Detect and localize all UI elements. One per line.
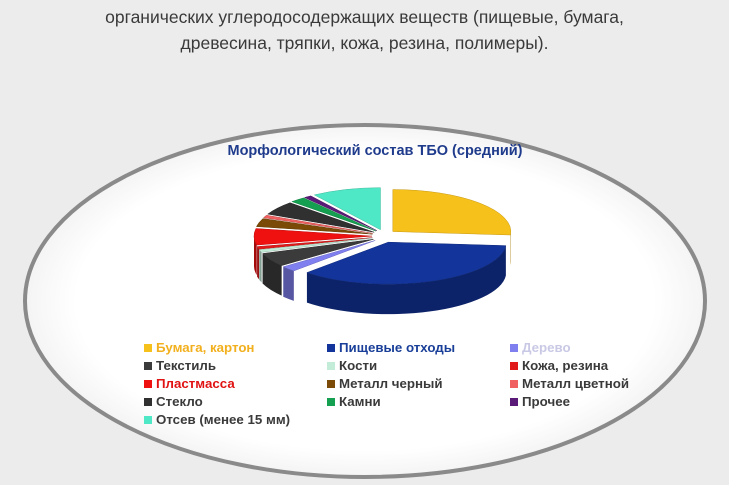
pie-slice xyxy=(258,237,373,253)
legend-label: Прочее xyxy=(522,394,570,409)
legend-item: Дерево xyxy=(510,339,650,356)
legend-label: Стекло xyxy=(156,394,203,409)
pie-slice-side xyxy=(306,245,506,315)
legend-item: Стекло xyxy=(144,393,327,410)
legend-label: Пищевые отходы xyxy=(339,340,456,355)
legend-label: Кожа, резина xyxy=(522,358,609,373)
legend-item: Металл цветной xyxy=(510,375,650,392)
pie-slice-side xyxy=(254,236,257,276)
intro-text: органических углеродосодержащих веществ … xyxy=(0,4,729,56)
legend-item: Пластмасса xyxy=(144,375,327,392)
legend-label: Текстиль xyxy=(156,358,217,373)
pie-slice-side xyxy=(283,266,294,301)
legend-swatch xyxy=(327,379,335,388)
legend-label: Металл черный xyxy=(339,376,443,391)
legend-label: Камни xyxy=(339,394,381,409)
legend-label: Отсев (менее 15 мм) xyxy=(156,412,291,427)
legend-swatch xyxy=(144,397,152,406)
legend-swatch xyxy=(510,361,518,370)
legend-swatch xyxy=(327,397,335,406)
legend-item: Пищевые отходы xyxy=(327,339,510,356)
pie-slice xyxy=(262,238,374,266)
legend-swatch xyxy=(144,343,152,352)
pie-slice xyxy=(262,214,374,234)
legend-label: Металл цветной xyxy=(522,376,630,391)
legend-swatch xyxy=(510,343,518,352)
legend-item: Камни xyxy=(327,393,510,410)
pie-slice xyxy=(313,187,381,231)
pie-slice xyxy=(303,195,378,231)
legend-label: Бумага, картон xyxy=(156,340,255,355)
pie-slice xyxy=(267,202,375,233)
pie-slice xyxy=(306,241,507,285)
pie-slice-side xyxy=(262,253,282,296)
pie-slice xyxy=(282,240,376,272)
pie-slice-side xyxy=(259,249,262,283)
chart-title: Морфологический состав ТБО (средний) xyxy=(227,143,522,159)
intro-line-1: органических углеродосодержащих веществ … xyxy=(105,7,624,27)
legend-item: Кости xyxy=(327,357,510,374)
pie-slice xyxy=(256,237,373,250)
chart-legend: Бумага, картон Пищевые отходы Дерево Тексти… xyxy=(144,339,644,428)
legend-label: Кости xyxy=(339,358,378,373)
legend-swatch xyxy=(144,379,152,388)
legend-swatch xyxy=(510,379,518,388)
legend-item: Кожа, резина xyxy=(510,357,650,374)
pie-slice xyxy=(392,189,512,236)
pie-slice xyxy=(256,218,373,235)
pie-slice-side xyxy=(257,246,259,280)
legend-swatch xyxy=(144,361,152,370)
legend-swatch xyxy=(327,343,335,352)
legend-swatch xyxy=(510,397,518,406)
legend-swatch xyxy=(327,361,335,370)
pie-slice xyxy=(253,228,373,246)
legend-item: Текстиль xyxy=(144,357,327,374)
pie-plot xyxy=(253,187,512,315)
legend-item: Прочее xyxy=(510,393,650,410)
pie-slice xyxy=(291,197,377,232)
legend-label: Дерево xyxy=(522,340,571,355)
legend-item: Бумага, картон xyxy=(144,339,327,356)
legend-swatch xyxy=(144,415,152,424)
legend-item: Металл черный xyxy=(327,375,510,392)
legend-item: Отсев (менее 15 мм) xyxy=(144,411,327,428)
intro-line-2: древесина, тряпки, кожа, резина, полимер… xyxy=(180,33,549,53)
legend-label: Пластмасса xyxy=(156,376,235,391)
